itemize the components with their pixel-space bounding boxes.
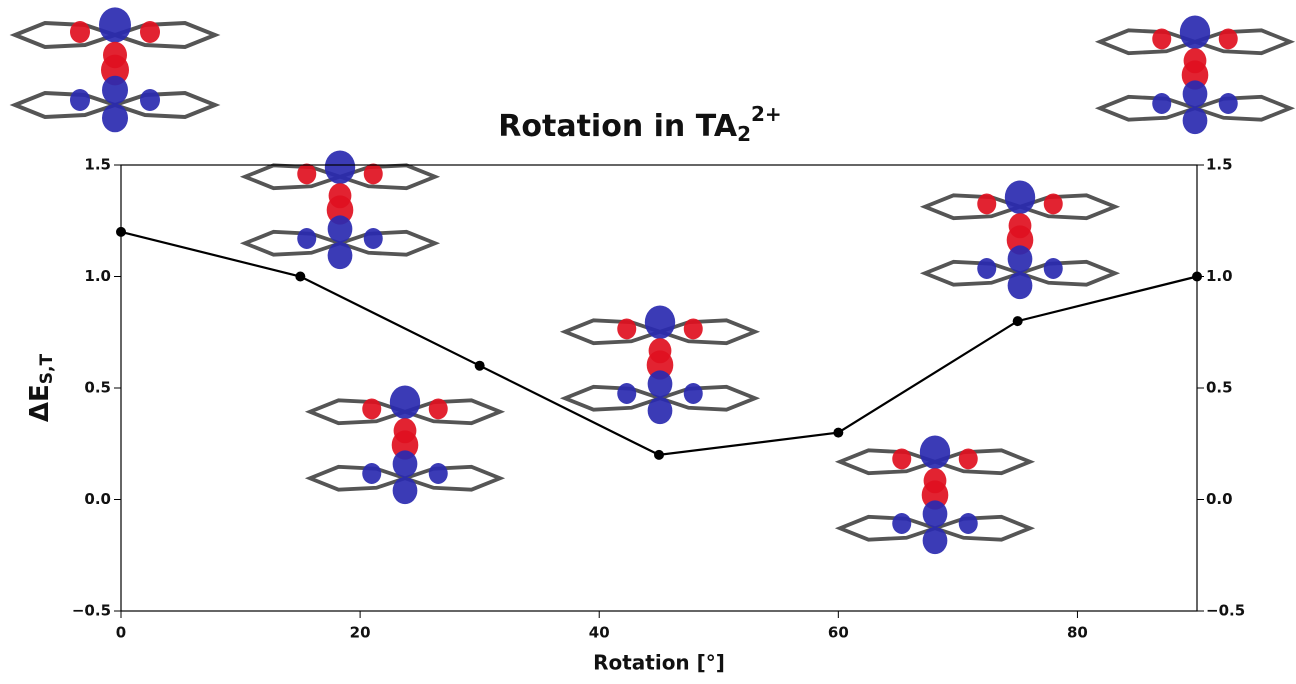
orbital-lobe [1004,180,1036,214]
y-tick-label: 1.0 [84,267,111,285]
orbital-lobe [919,435,951,469]
y2-tick-label: 0.5 [1206,379,1233,397]
orbital-lobe [892,513,912,534]
orbital-lobe [102,75,128,105]
x-tick-label: 0 [116,624,126,642]
orbital-lobe [1152,93,1172,114]
orbital-lobe [328,183,352,209]
orbital-lobe [102,103,128,133]
data-point [116,226,126,237]
molecule [9,7,221,133]
orbital-lobe [99,7,131,43]
orbital-lobe [363,228,383,249]
orbital-lobe [103,41,127,69]
orbital-lobe [1218,93,1238,114]
y2-tick-label: 1.5 [1206,156,1233,174]
x-tick-label: 40 [589,624,610,642]
molecule [1094,15,1296,135]
orbital-lobe [923,468,947,494]
orbital-lobe [977,193,997,215]
orbital-lobe [683,383,703,404]
orbital-lobe [922,500,948,528]
orbital-lobe [977,258,997,279]
orbital-lobe [1007,245,1033,273]
y-tick-label: 1.5 [84,156,111,174]
orbital-lobe [617,318,637,340]
orbital-lobe [362,398,382,420]
orbital-lobe [140,89,160,111]
orbital-lobe [647,370,673,398]
molecule [304,385,506,505]
orbital-lobe [327,242,353,270]
orbital-lobe [1218,28,1238,50]
orbital-lobe [363,163,383,185]
orbital-lobe [922,527,948,555]
orbital-lobe [428,463,448,484]
orbital-lobe [362,463,382,484]
molecule [834,435,1036,555]
orbital-lobe [428,398,448,420]
y2-tick-label: 0.0 [1206,490,1233,508]
orbital-lobe [327,215,353,243]
orbital-lobe [1043,193,1063,215]
chart-title: Rotation in TA22+ [498,102,781,146]
x-tick-label: 80 [1067,624,1088,642]
orbital-lobe [297,228,317,249]
orbital-lobe [1043,258,1063,279]
molecule [559,305,761,425]
y-tick-label: −0.5 [72,602,111,620]
molecule-images [9,7,1296,555]
orbital-lobe [297,163,317,185]
data-point [295,271,306,282]
y-tick-label: 0.0 [84,490,111,508]
orbital-lobe [389,385,421,419]
data-point [833,427,844,438]
orbital-lobe [1183,48,1207,74]
y2-tick-label: −0.5 [1206,602,1245,620]
orbital-lobe [1179,15,1211,49]
orbital-lobe [393,418,417,444]
data-point [474,360,485,371]
orbital-lobe [324,150,356,184]
orbital-lobe [1008,213,1032,239]
molecule [239,150,441,270]
orbital-lobe [958,448,978,470]
molecule [919,180,1121,300]
orbital-lobe [70,89,90,111]
orbital-lobe [1182,107,1208,135]
orbital-lobe [70,21,90,43]
data-point [654,449,664,460]
orbital-lobe [1007,272,1033,300]
orbital-lobe [140,21,160,43]
x-tick-label: 20 [350,624,371,642]
orbital-lobe [892,448,912,470]
x-tick-label: 60 [828,624,849,642]
orbital-lobe [1152,28,1172,50]
data-point [1012,316,1023,327]
orbital-lobe [392,477,418,505]
y-tick-label: 0.5 [84,379,111,397]
y-axis-label: ΔES,T [25,354,58,423]
orbital-lobe [1182,80,1208,108]
orbital-lobe [647,397,673,425]
data-point [1192,271,1202,282]
orbital-lobe [683,318,703,340]
orbital-lobe [617,383,637,404]
y2-tick-label: 1.0 [1206,267,1233,285]
x-axis-label: Rotation [°] [593,651,725,675]
orbital-lobe [644,305,676,339]
orbital-lobe [958,513,978,534]
orbital-lobe [648,338,672,364]
orbital-lobe [392,450,418,478]
